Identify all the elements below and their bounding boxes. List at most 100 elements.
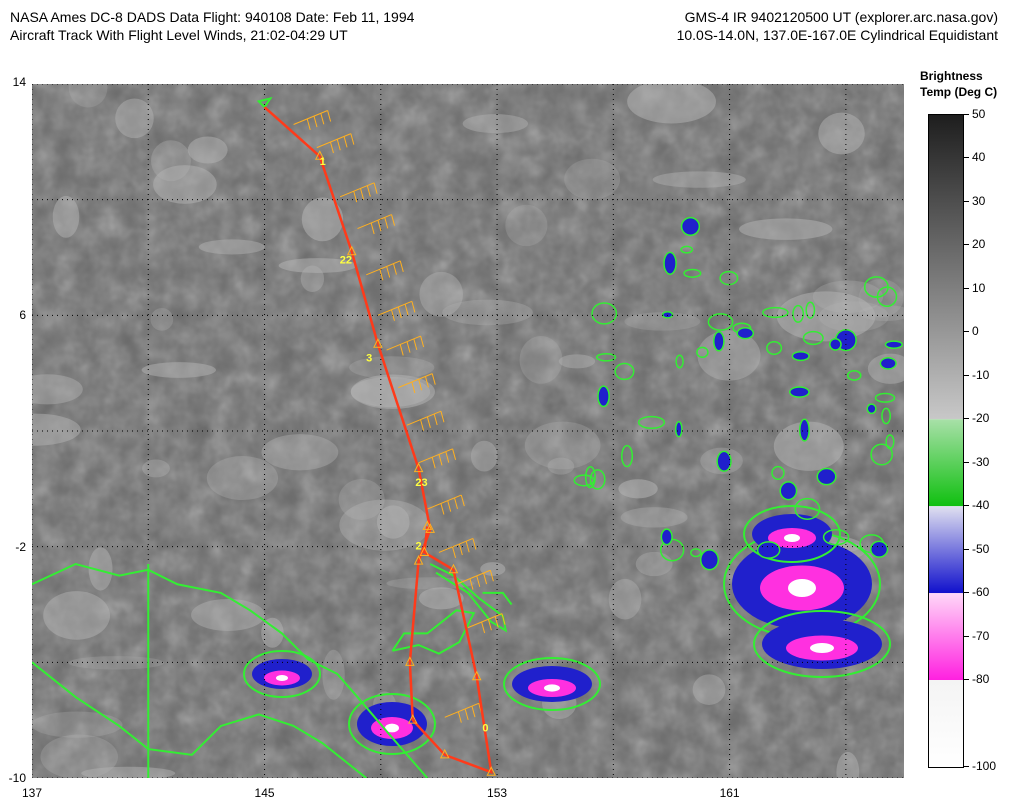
wind-barb-feather [366,185,371,197]
wind-barb-feather [481,621,486,634]
wind-barb-feather [392,263,397,275]
wind-barb-feather [431,457,436,469]
colorbar-tick [963,635,969,637]
cloud-patch [52,195,80,238]
colorbar-tick [963,592,969,594]
cloud-patch [652,171,746,188]
cold-cloud-cell [637,415,666,429]
wind-barb-feather [370,222,375,235]
wind-barb-shaft [444,702,479,718]
wind-barb [339,182,378,203]
cold-cloud-cell [816,467,837,486]
wind-barb-shaft [418,448,453,464]
colorbar-tick-label: -40 [972,498,990,513]
cloud-patch [301,197,344,242]
hour-label: 22 [340,254,352,266]
track-marker [471,670,482,681]
colorbar-gradient [929,115,963,767]
cold-cloud-cell [699,549,720,571]
cold-cloud-cell [595,352,617,362]
colorbar-tick-label: 20 [972,237,986,252]
cloud-patch [43,591,111,640]
wind-barb-feather [472,538,477,550]
cloud-patch [773,421,844,471]
wind-barb-feather [471,705,476,718]
wind-barb-feather [320,113,325,125]
wind-barb-feather [313,115,318,128]
cold-cloud-cell [846,370,862,381]
wind-barb-feather [399,344,404,356]
wind-barb-shaft [293,110,328,125]
coldest-cloud [810,643,834,653]
hour-label: 23 [415,477,427,489]
colorbar-tick-label: 50 [972,107,986,121]
cold-cloud-cell [791,350,810,362]
cloud-patch [519,336,563,384]
map-canvas: 1 22 3 23 2 0 [32,84,904,778]
colorbar-segment [929,115,963,420]
hour-labels: 1 22 3 23 2 0 [320,156,489,735]
cloud-patch [32,711,123,738]
cloud-patch [68,84,108,108]
wind-barb-feather [445,451,450,463]
colorbar-tick-label: -70 [972,628,990,643]
cold-cloud-cell [696,346,709,359]
wind-barb-feather [336,139,341,151]
wind-barb-feather [404,304,409,316]
cloud-patch [68,656,165,670]
wind-barb-feather [460,494,465,507]
colorbar-tick [963,766,969,767]
wind-barb [366,260,404,281]
track-marker [425,523,436,533]
coldest-cloud [276,675,288,681]
colorbar-tick [963,374,969,376]
colorbar-title-line2: Temp (Deg C) [920,85,998,99]
hour-label: 1 [320,156,326,168]
wind-barb-feather [327,110,332,122]
cold-cloud-cell [822,528,850,546]
cold-cloud-cell [674,421,683,438]
colorbar-tick [963,548,969,550]
cold-cloud-cell [597,385,610,408]
colorbar-title: Brightness Temp (Deg C) [920,68,997,100]
wind-barb-shaft [438,537,474,553]
wind-barb-shaft [339,182,375,198]
cloud-patch [739,218,833,240]
map-domain: 10.0S-14.0N, 137.0E-167.0E Cylindrical E… [676,27,998,43]
cloud-patch [40,734,118,778]
cold-cloud-cell [719,270,739,286]
wind-barb-feather [465,541,470,553]
cold-cloud-cell [690,548,702,558]
cloud-patch [191,598,266,631]
lon-label: 161 [719,786,740,800]
cloud-patch [206,456,279,501]
coldest-cloud [544,684,560,692]
colorbar-tick-label: -80 [972,672,990,687]
wind-barb-feather [384,217,389,229]
wind-barb-feather [483,572,488,585]
cloud-patch [278,258,357,273]
cloud-patch [141,362,216,378]
wind-barb-shaft [377,300,413,316]
cloud-patch [818,301,889,332]
cloud-patch [376,505,410,539]
wind-barb-feather [452,546,457,558]
cloud-patch [418,587,464,610]
cloud-patch [618,479,658,499]
header-right: GMS-4 IR 9402120500 UT (explorer.arc.nas… [677,8,998,44]
cold-cloud-cell [884,340,903,349]
wind-barb-feather [377,220,382,232]
cloud-patch [153,165,217,204]
cloud-patch [859,305,904,321]
cold-cloud-cell [794,497,821,520]
cold-cloud-cell [866,403,877,415]
flight-track [263,106,497,776]
cloud-patch [338,478,385,520]
cold-cloud-cell [761,306,789,319]
wind-barb-shaft [427,494,462,510]
cloud-patch [115,98,154,139]
hour-label: 2 [416,541,422,553]
cold-cloud-cell [713,331,725,352]
wind-barb [438,537,477,558]
cold-cloud-edge [743,505,841,563]
